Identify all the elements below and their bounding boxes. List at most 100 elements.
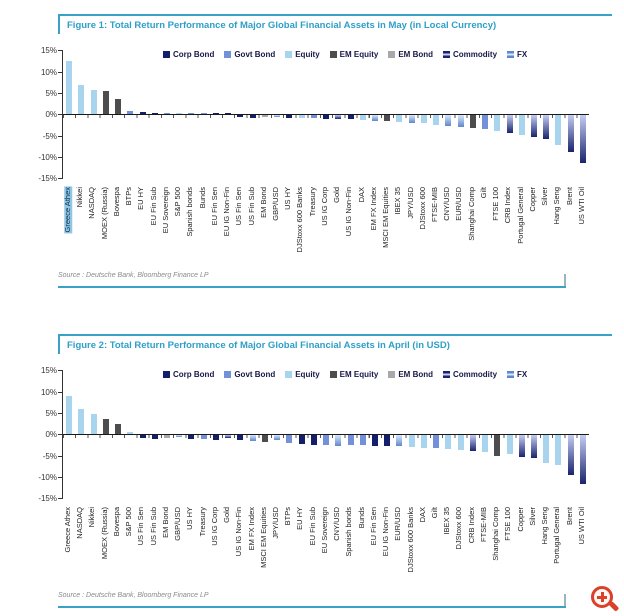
- bar: [249, 435, 256, 441]
- x-axis-label-cell: S&P 500: [172, 186, 184, 266]
- y-axis-label: 15%: [40, 46, 57, 56]
- x-axis-label-cell: Spanish bonds: [184, 186, 196, 266]
- bar-cell: [295, 370, 307, 498]
- bar: [433, 435, 440, 449]
- legend-swatch-em_equity: [329, 371, 337, 379]
- bar: [482, 435, 489, 453]
- x-axis-label-cell: US HY: [184, 506, 196, 586]
- bar-cell: [344, 370, 356, 498]
- bar: [531, 115, 538, 138]
- bar: [482, 115, 489, 130]
- bar-cell: [308, 50, 320, 178]
- bar-cell: [393, 370, 405, 498]
- x-axis-label-cell: US IG Non-Fin: [343, 186, 355, 266]
- bar-cell: [528, 50, 540, 178]
- x-axis-label-cell: S&P 500: [123, 506, 135, 586]
- x-axis-label-cell: EU HY: [294, 506, 306, 586]
- x-axis-label: EM Bond: [160, 507, 170, 539]
- x-axis-label-cell: DAX: [417, 506, 429, 586]
- source-note: Source : Deutsche Bank, Bloomberg Financ…: [58, 272, 209, 280]
- x-axis-label: MSCI EM Equities: [381, 187, 391, 249]
- x-axis-label-cell: Gold: [221, 506, 233, 586]
- bar: [359, 435, 366, 445]
- figure-1-bar-chart: 15% 10% 5% 0% -5% -10% -15% Corp Bond Govt Bond…: [28, 42, 612, 268]
- bar-cell: [295, 50, 307, 178]
- x-axis-label-cell: Portugal General: [551, 506, 563, 586]
- x-axis-label: Bovespa: [111, 187, 121, 217]
- y-axis-label: 10%: [40, 67, 57, 77]
- bar-cell: [124, 50, 136, 178]
- x-axis-label: US WTI Oil: [576, 507, 586, 545]
- x-axis-label: IBEX 35: [442, 507, 452, 535]
- legend-item-em_bond: EM Bond: [388, 50, 433, 59]
- bar: [420, 115, 427, 124]
- x-axis-label: S&P 500: [124, 507, 134, 537]
- bar-cell: [185, 50, 197, 178]
- x-axis-label-cell: CNY/USD: [441, 186, 453, 266]
- bar: [176, 435, 183, 438]
- x-axis-label: Portugal General: [552, 507, 562, 565]
- bar: [506, 115, 513, 134]
- bar-cell: [540, 370, 552, 498]
- x-axis-label: Bunds: [356, 507, 366, 529]
- bar-cell: [87, 370, 99, 498]
- bar-cell: [283, 370, 295, 498]
- x-axis-label: Greece Athex: [62, 186, 73, 234]
- bar: [225, 435, 232, 438]
- bar: [579, 435, 586, 485]
- bar-cell: [577, 370, 589, 498]
- y-axis-label: 0%: [45, 110, 57, 120]
- x-axis-label: BTPs: [283, 507, 293, 526]
- x-axis-label: GBP/USD: [270, 187, 280, 222]
- x-axis-label: Greece Athex: [62, 507, 72, 553]
- bar: [518, 115, 525, 136]
- bar: [102, 91, 109, 115]
- legend-item-commodity: Commodity: [443, 370, 497, 379]
- x-axis-labels: Greece Athex Nikkei NASDAQ MOEX (Russia) Bov…: [62, 186, 588, 266]
- zoom-in-icon[interactable]: [591, 586, 620, 614]
- bar: [139, 435, 146, 439]
- bar-cell: [271, 370, 283, 498]
- x-axis-label: EU Fin Sub: [148, 187, 158, 226]
- bar: [163, 112, 170, 115]
- x-axis-label-cell: US Fin Sub: [246, 186, 258, 266]
- legend-swatch-corp_bond: [163, 371, 170, 379]
- bar-cell: [234, 370, 246, 498]
- y-axis-tick: [58, 498, 63, 500]
- bar-cell: [406, 50, 418, 178]
- bar: [90, 89, 97, 115]
- bar-cell: [124, 370, 136, 498]
- bar: [310, 435, 317, 445]
- x-axis-label-cell: Hang Seng: [551, 186, 563, 266]
- x-axis-label: US WTI Oil: [576, 187, 586, 225]
- x-axis-label-cell: EU IG Non-Fin: [221, 186, 233, 266]
- bar-cell: [222, 370, 234, 498]
- bar-cell: [173, 370, 185, 498]
- bar-cell: [75, 370, 87, 498]
- bar-cell: [455, 370, 467, 498]
- x-axis-label: US Fin Sen: [136, 507, 146, 546]
- bar-cell: [271, 50, 283, 178]
- bar: [384, 115, 391, 122]
- bar: [212, 435, 219, 440]
- x-axis-label: Hang Seng: [540, 507, 550, 545]
- bar-cell: [344, 50, 356, 178]
- bar: [555, 115, 562, 145]
- bar: [102, 419, 109, 435]
- bar-cell: [357, 370, 369, 498]
- bar-cell: [247, 50, 259, 178]
- bar-cell: [357, 50, 369, 178]
- bar: [469, 115, 476, 129]
- bar-cell: [516, 50, 528, 178]
- bar: [249, 115, 256, 118]
- bar-cell: [308, 370, 320, 498]
- bar-cell: [87, 50, 99, 178]
- y-axis-label: 0%: [45, 430, 57, 440]
- bar: [188, 113, 195, 115]
- x-axis-label-cell: Treasury: [197, 506, 209, 586]
- bar: [323, 435, 330, 445]
- bar: [286, 435, 293, 444]
- x-axis-label: CRB Index: [503, 187, 513, 224]
- bar-cell: [528, 370, 540, 498]
- legend-swatch-commodity: [443, 51, 451, 59]
